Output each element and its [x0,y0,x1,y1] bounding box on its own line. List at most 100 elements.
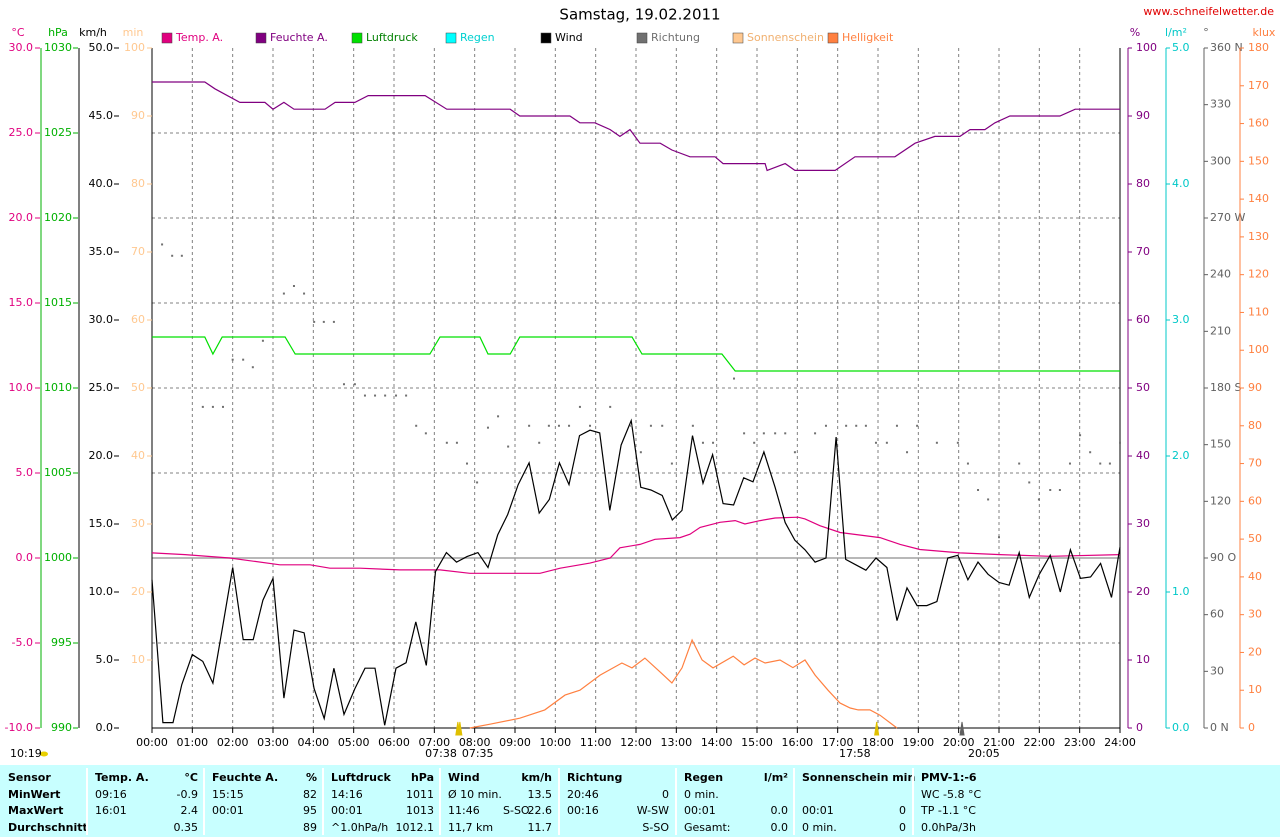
direction-dot [691,424,694,427]
direction-dot [161,243,164,246]
y-tick-label: 20 [1248,645,1262,658]
legend-label: Sonnenschein [747,31,824,44]
direction-dot [242,358,245,361]
axis-unit: klux [1253,26,1276,39]
direction-dot [568,424,571,427]
y-tick-label: -10.0 [5,721,33,734]
y-tick-label: 60 [1136,313,1150,326]
y-tick-label: 160 [1248,117,1269,130]
legend-label: Wind [555,31,583,44]
y-tick-label: 90 O [1210,551,1236,564]
direction-dot [762,432,765,435]
table-cell: 1011 [406,788,434,801]
y-tick-label: 10 [1136,653,1150,666]
direction-dot [292,285,295,287]
direction-dot [528,424,531,427]
table-cell: 11,7 km [448,821,493,834]
direction-dot [895,424,898,427]
direction-dot [1119,441,1121,444]
direction-dot [497,415,500,418]
x-tick-label: 10:00 [539,736,571,749]
legend-label: Temp. A. [175,31,223,44]
y-tick-label: 90 [1136,109,1150,122]
direction-dot [342,383,345,386]
time-annotation: 17:58 [839,747,871,760]
table-cell: ^1.0hPa/h [331,821,388,834]
direction-dot [363,394,366,397]
y-tick-label: 70 [131,245,145,258]
direction-dot [935,441,938,444]
time-annotation: 07:35 [462,747,494,760]
y-tick-label: 0.0 [96,721,114,734]
table-cell: 0.0 [771,804,789,817]
y-tick-label: 0 N [1210,721,1229,734]
direction-dot [221,405,224,408]
y-tick-label: 30 [1248,608,1262,621]
table-cell: 89 [303,821,317,834]
direction-dot [303,292,306,295]
table-header: Regen [684,771,723,784]
direction-dot [987,498,990,501]
y-tick-label: 30 [1136,517,1150,530]
y-tick-label: 180 S [1210,381,1241,394]
legend-label: Regen [460,31,495,44]
table-cell: W-SW [637,804,669,817]
direction-dot [845,424,848,427]
legend-label: Helligkeit [842,31,894,44]
direction-dot [180,254,183,257]
table-cell: 82 [303,788,317,801]
y-tick-label: 1005 [44,466,72,479]
y-tick-label: 995 [51,636,72,649]
x-tick-label: 11:00 [580,736,612,749]
table-cell: TP -1.1 °C [920,804,976,817]
x-tick-label: 00:00 [136,736,168,749]
direction-dot [231,358,234,361]
y-tick-label: 40 [1248,570,1262,583]
table-unit: °C [184,771,198,784]
direction-dot [649,424,652,427]
x-tick-label: 03:00 [257,736,289,749]
direction-dot [374,394,377,397]
chart-title: Samstag, 19.02.2011 [559,6,720,24]
y-tick-label: 40 [1136,449,1150,462]
table-cell: S-SO [503,804,530,817]
axis-unit: km/h [79,26,107,39]
table-header: Wind [448,771,480,784]
y-tick-label: 25.0 [9,126,34,139]
direction-dot [1089,451,1092,454]
table-cell: 2.4 [181,804,199,817]
direction-dot [251,366,254,369]
y-tick-label: 10 [1248,683,1262,696]
x-tick-label: 08:00 [459,736,491,749]
direction-dot [774,432,777,435]
y-tick-label: 1030 [44,41,72,54]
direction-dot [639,451,642,454]
y-tick-label: 270 W [1210,211,1245,224]
table-cell: 14:16 [331,788,363,801]
table-unit: hPa [411,771,434,784]
table-header: Feuchte A. [212,771,278,784]
y-tick-label: 210 [1210,324,1231,337]
table-cell: 00:01 [684,804,716,817]
table-cell: 0 [662,788,669,801]
time-marker [874,721,880,736]
direction-dot [261,339,264,342]
y-tick-label: 10.0 [9,381,34,394]
direction-dot [332,320,335,323]
y-tick-label: 130 [1248,230,1269,243]
y-tick-label: 90 [131,109,145,122]
table-cell: 00:16 [567,804,599,817]
table-cell: 0.0 [771,821,789,834]
table-cell: 1013 [406,804,434,817]
x-tick-label: 07:00 [418,736,450,749]
x-tick-label: 02:00 [217,736,249,749]
series-line [152,336,1120,372]
y-tick-label: 330 [1210,98,1231,111]
x-tick-label: 01:00 [176,736,208,749]
table-header: Sonnenschein min [802,771,915,784]
axis-unit: ° [1203,26,1209,39]
direction-dot [353,383,356,386]
direction-dot [557,424,560,427]
moon-time: 10:19 [10,747,42,760]
direction-dot [784,432,787,435]
